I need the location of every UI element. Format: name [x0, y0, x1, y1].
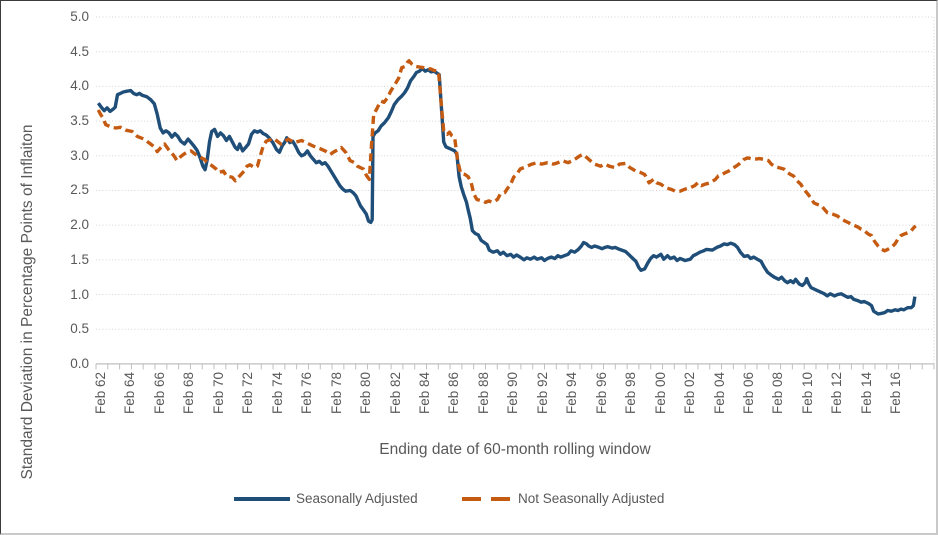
x-tick-label: Feb 64: [122, 372, 138, 415]
x-tick-label: Feb 92: [534, 372, 550, 415]
y-tick-label: 0.0: [70, 355, 89, 371]
y-tick-label: 3.5: [70, 113, 89, 129]
x-tick-label: Feb 12: [829, 372, 845, 415]
legend-label-seasonally-adjusted: Seasonally Adjusted: [296, 491, 418, 506]
x-tick-label: Feb 78: [328, 372, 344, 415]
x-tick-label: Feb 82: [387, 372, 403, 415]
x-tick-label: Feb 96: [593, 372, 609, 415]
y-tick-label: 2.5: [70, 182, 89, 198]
x-tick-label: Feb 88: [475, 372, 491, 415]
y-tick-label: 4.0: [70, 78, 89, 94]
x-tick-label: Feb 02: [682, 372, 698, 415]
series-line-seasonally-adjusted: [96, 66, 917, 316]
x-tick-label: Feb 90: [505, 372, 521, 415]
y-tick-label: 1.0: [70, 286, 89, 302]
y-tick-label: 4.5: [70, 43, 89, 59]
x-tick-label: Feb 04: [711, 372, 727, 415]
x-axis-title: Ending date of 60-month rolling window: [379, 441, 651, 458]
y-tick-label: 5.0: [70, 9, 89, 25]
x-tick-label: Feb 68: [181, 372, 197, 415]
y-axis-title: Standard Deviation in Percentage Points …: [19, 124, 36, 480]
x-tick-label: Feb 70: [210, 372, 226, 415]
y-tick-label: 3.0: [70, 147, 89, 163]
y-tick-label: 1.5: [70, 251, 89, 267]
x-tick-label: Feb 10: [799, 372, 815, 415]
x-tick-label: Feb 76: [299, 372, 315, 415]
x-tick-label: Feb 16: [888, 372, 904, 415]
x-tick-label: Feb 98: [623, 372, 639, 415]
x-tick-label: Feb 14: [858, 372, 874, 415]
x-tick-label: Feb 66: [151, 372, 167, 415]
x-tick-label: Feb 84: [416, 372, 432, 415]
x-tick-label: Feb 74: [269, 372, 285, 415]
legend-swatch-seasonally-adjusted: [234, 497, 290, 501]
x-tick-label: Feb 06: [740, 372, 756, 415]
y-tick-label: 2.0: [70, 217, 89, 233]
series-line-not-seasonally-adjusted: [96, 59, 917, 253]
legend-swatch-not-seasonally-adjusted: [462, 497, 510, 501]
x-tick-label: Feb 72: [240, 372, 256, 415]
x-tick-label: Feb 62: [93, 372, 108, 415]
y-tick-label: 0.5: [70, 321, 89, 337]
x-tick-label: Feb 08: [770, 372, 786, 415]
x-tick-label: Feb 86: [446, 372, 462, 415]
x-tick-label: Feb 94: [564, 372, 580, 415]
legend-label-not-seasonally-adjusted: Not Seasonally Adjusted: [518, 491, 665, 506]
x-tick-label: Feb 00: [652, 372, 668, 415]
x-tick-label: Feb 80: [358, 372, 374, 415]
